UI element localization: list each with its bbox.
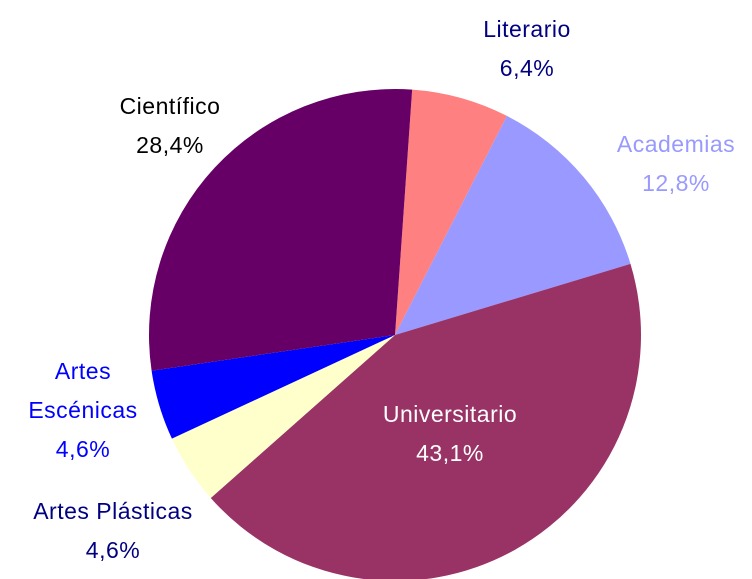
value-label: 6,4% bbox=[499, 55, 555, 81]
pie-slice bbox=[210, 263, 641, 579]
pie-slice bbox=[149, 89, 413, 371]
slice-label: Científico 28,4% bbox=[90, 87, 250, 165]
category-label: Artes Escénicas bbox=[28, 358, 138, 423]
value-label: 28,4% bbox=[136, 132, 204, 158]
category-label: Científico bbox=[119, 93, 221, 119]
value-label: 43,1% bbox=[416, 440, 484, 466]
category-label: Artes Plásticas bbox=[33, 498, 193, 524]
slice-label: Artes Plásticas 4,6% bbox=[3, 492, 223, 570]
pie-slice bbox=[395, 115, 631, 335]
slice-label: Academias 12,8% bbox=[596, 125, 752, 203]
category-label: Literario bbox=[483, 16, 571, 42]
slice-label: Universitario 43,1% bbox=[350, 395, 550, 473]
value-label: 4,6% bbox=[85, 537, 141, 563]
pie-slice bbox=[151, 335, 395, 439]
value-label: 12,8% bbox=[642, 170, 710, 196]
slice-label: Artes Escénicas 4,6% bbox=[23, 352, 143, 469]
value-label: 4,6% bbox=[55, 436, 111, 462]
category-label: Universitario bbox=[382, 401, 518, 427]
slice-label: Literario 6,4% bbox=[447, 10, 607, 88]
category-label: Academias bbox=[616, 131, 736, 157]
pie-slice bbox=[395, 89, 507, 335]
pie-slice bbox=[171, 335, 395, 498]
